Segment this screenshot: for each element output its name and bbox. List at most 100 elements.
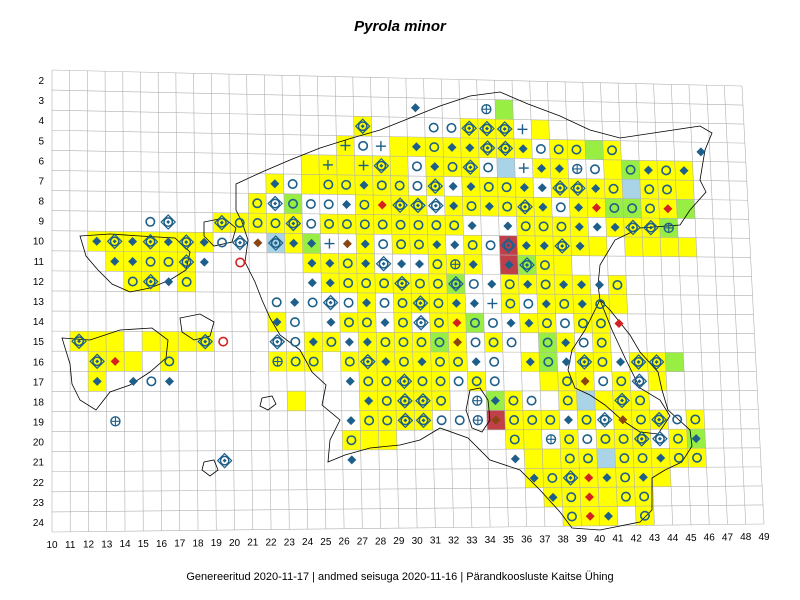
marker-40-20 xyxy=(600,434,611,445)
marker-24-10 xyxy=(307,238,317,248)
grid-line-v xyxy=(246,74,254,530)
marker-12-10 xyxy=(92,236,102,246)
marker-18-15 xyxy=(197,333,214,350)
grid-cell-37-19 xyxy=(540,410,560,430)
marker-30-16 xyxy=(417,357,427,367)
marker-31-8 xyxy=(427,197,444,214)
marker-35-4 xyxy=(496,121,513,137)
marker-39-14 xyxy=(577,318,588,329)
grid-cell-12-15 xyxy=(88,331,107,352)
marker-30-19 xyxy=(415,412,432,429)
marker-45-21 xyxy=(692,452,703,463)
grid-cell-28-9 xyxy=(373,214,392,235)
marker-12-16 xyxy=(89,353,105,370)
grid-cell-23-15 xyxy=(286,331,305,352)
grid-cell-19-15 xyxy=(214,331,233,352)
marker-31-9 xyxy=(431,220,442,231)
marker-38-17 xyxy=(562,376,573,387)
grid-cell-26-11 xyxy=(338,253,357,274)
marker-43-16 xyxy=(648,354,665,370)
grid-cell-38-8 xyxy=(551,197,571,218)
marker-26-19 xyxy=(346,416,356,426)
marker-36-22 xyxy=(529,473,539,483)
marker-34-6 xyxy=(483,162,494,173)
grid-cell-37-18 xyxy=(540,390,560,411)
marker-31-10 xyxy=(432,240,442,250)
grid-cell-29-5 xyxy=(389,136,408,157)
grid-cell-26-14 xyxy=(339,312,359,333)
grid-cell-38-24 xyxy=(562,506,582,527)
marker-32-14 xyxy=(452,318,462,328)
grid-cell-27-19 xyxy=(359,410,379,431)
marker-13-10 xyxy=(106,233,123,250)
marker-37-23 xyxy=(548,492,558,502)
marker-42-22 xyxy=(638,472,648,482)
marker-33-5 xyxy=(465,143,475,153)
grid-cell-35-13 xyxy=(501,293,520,314)
column-label: 29 xyxy=(393,536,405,547)
column-label: 12 xyxy=(83,540,95,551)
marker-44-8 xyxy=(663,204,673,214)
column-label: 30 xyxy=(412,536,424,547)
marker-19-21 xyxy=(216,452,233,469)
grid-line-h xyxy=(51,250,751,258)
grid-cell-28-10 xyxy=(374,234,393,254)
grid-cell-40-18 xyxy=(594,390,614,411)
column-label: 31 xyxy=(430,536,442,547)
grid-cell-16-16 xyxy=(160,351,179,372)
marker-20-10 xyxy=(232,234,248,251)
grid-cell-28-17 xyxy=(377,371,396,392)
grid-cell-41-8 xyxy=(605,198,624,218)
marker-29-16 xyxy=(398,356,409,367)
marker-43-19 xyxy=(651,411,667,428)
grid-cell-42-7 xyxy=(622,179,641,199)
marker-19-15 xyxy=(218,336,229,347)
marker-39-5 xyxy=(571,144,582,155)
grid-cell-37-14 xyxy=(537,313,557,333)
row-label: 17 xyxy=(33,377,45,388)
marker-36-12 xyxy=(523,279,533,289)
grid-line-h xyxy=(51,129,745,144)
marker-39-8 xyxy=(574,203,584,213)
grid-cell-44-10 xyxy=(660,237,679,257)
column-label: 26 xyxy=(339,537,351,548)
grid-cell-41-13 xyxy=(608,294,628,314)
column-label: 39 xyxy=(576,534,588,545)
column-label: 35 xyxy=(503,535,515,546)
grid-cell-35-18 xyxy=(504,390,523,411)
marker-23-7 xyxy=(287,179,298,190)
grid-line-v xyxy=(175,72,181,531)
grid-cell-45-10 xyxy=(678,237,697,257)
marker-30-12 xyxy=(414,278,425,289)
marker-23-15 xyxy=(290,336,301,347)
grid-cell-39-14 xyxy=(573,313,593,333)
marker-28-19 xyxy=(382,415,393,426)
grid-cell-30-7 xyxy=(408,176,427,196)
marker-16-10 xyxy=(163,237,173,247)
marker-16-12 xyxy=(164,277,174,287)
marker-39-6 xyxy=(571,163,583,175)
marker-38-8 xyxy=(555,202,566,213)
grid-cell-15-17 xyxy=(142,371,161,392)
grid-cell-31-4 xyxy=(424,117,443,138)
column-label: 17 xyxy=(174,539,186,550)
marker-39-7 xyxy=(570,180,586,197)
column-label: 44 xyxy=(667,533,679,544)
marker-43-7 xyxy=(644,184,655,195)
map-title: Pyrola minor xyxy=(354,18,446,35)
grid-cell-31-12 xyxy=(428,273,448,294)
grid-cell-40-14 xyxy=(591,313,611,334)
grid-cell-40-23 xyxy=(598,487,618,507)
grid-line-v xyxy=(299,75,308,530)
grid-cell-42-23 xyxy=(634,486,654,507)
marker-37-16 xyxy=(543,356,554,367)
marker-39-23 xyxy=(584,492,594,502)
grid-cell-34-14 xyxy=(483,313,503,333)
grid-cell-44-7 xyxy=(657,179,677,200)
marker-44-7 xyxy=(662,184,673,195)
marker-25-11 xyxy=(325,258,335,268)
grid-cell-37-17 xyxy=(539,371,559,391)
grid-cell-42-21 xyxy=(633,448,652,468)
grid-cell-36-17 xyxy=(521,371,541,391)
grid-line-h xyxy=(51,310,754,315)
